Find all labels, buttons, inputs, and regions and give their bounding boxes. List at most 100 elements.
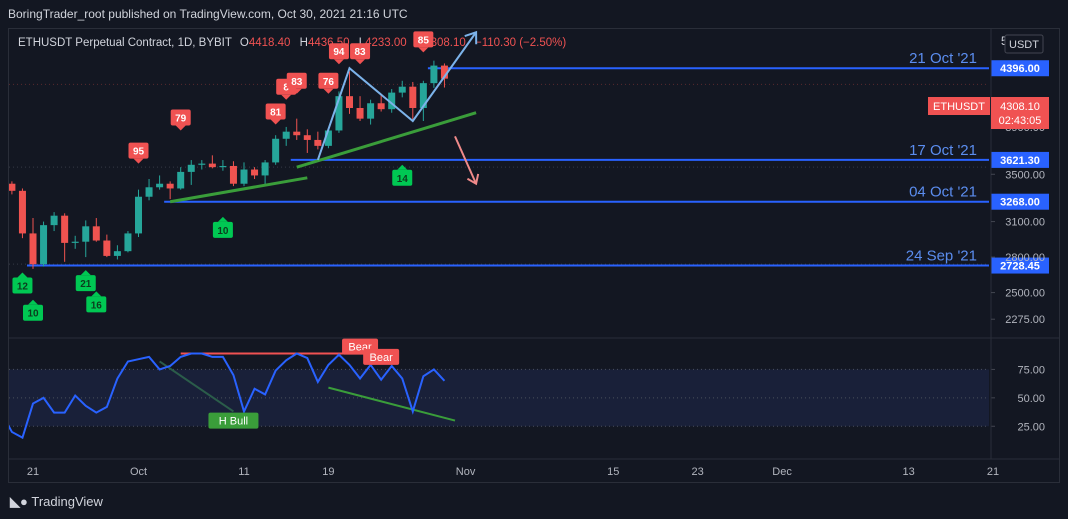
signal-marker-top-label: 85 — [418, 35, 430, 46]
candle — [219, 160, 227, 171]
candle-body — [356, 107, 364, 119]
candle — [398, 80, 406, 98]
time-tick-label: Nov — [456, 466, 476, 478]
signal-marker-top-pointer — [281, 94, 292, 100]
tradingview-brand: TradingView — [31, 494, 103, 509]
legend-change: −110.30 (−2.50%) — [475, 37, 566, 49]
signal-marker-top-label: 8 — [283, 83, 289, 94]
candle-body — [388, 92, 396, 110]
tradingview-mark-icon: ◣● — [10, 494, 28, 509]
candle — [356, 96, 364, 122]
candle — [124, 231, 132, 253]
candle — [419, 80, 427, 122]
candle-body — [135, 196, 142, 234]
candle-body — [124, 233, 132, 252]
signal-marker-bottom: 10 — [212, 216, 233, 238]
signal-marker-top: 85 — [413, 31, 434, 53]
level-price-tag-label: 2728.45 — [1000, 261, 1040, 273]
signal-marker-top-bg — [128, 142, 149, 159]
signal-marker-bottom-label: 16 — [91, 300, 103, 311]
projection-down-line — [454, 135, 478, 185]
signal-marker-bottom-bg — [212, 221, 233, 238]
level-price-tag-label: 3621.30 — [1000, 155, 1040, 167]
candle — [208, 155, 216, 169]
candle — [8, 181, 16, 195]
level-date-label: 04 Oct '21 — [909, 184, 977, 201]
candle-body — [40, 225, 48, 265]
symbol-tag-text: ETHUSDT — [933, 101, 985, 113]
tradingview-logo[interactable]: ◣● TradingView — [10, 494, 103, 510]
candle-body — [324, 130, 332, 146]
legend-open-label: O — [240, 37, 249, 49]
projection-arrow-head — [464, 30, 478, 45]
price-pane[interactable]: 21 Oct '21 4396.00 17 Oct '21 3621.30 04 Oct… — [8, 30, 1049, 321]
countdown: 02:43:05 — [999, 115, 1042, 127]
candle-body — [377, 103, 385, 110]
signal-marker-bottom-bg — [392, 169, 413, 186]
signal-marker-top: 76 — [318, 72, 339, 94]
candle-body — [261, 162, 269, 176]
rsi-signal-label-text: Bear — [370, 352, 394, 364]
price-tick-label: 2500.00 — [1005, 288, 1045, 300]
candle — [251, 167, 259, 179]
candle-body — [367, 103, 375, 119]
candle — [166, 181, 174, 200]
rsi-tick-label: 50.00 — [1017, 393, 1045, 405]
candle-body — [219, 165, 227, 168]
signal-marker-top-label: 79 — [175, 113, 187, 124]
signal-marker-top-bg — [413, 31, 434, 48]
candle — [198, 160, 206, 170]
trendline — [296, 111, 477, 169]
signal-marker-top-pointer — [291, 88, 302, 94]
candle — [156, 175, 164, 190]
signal-marker-top: 95 — [128, 142, 149, 164]
legend-symbol: ETHUSDT Perpetual Contract, 1D, BYBIT — [18, 37, 232, 49]
projection-zigzag — [316, 31, 477, 161]
time-tick-label: 15 — [607, 466, 619, 478]
signal-marker-bottom-pointer — [17, 272, 28, 278]
candle-body — [145, 187, 153, 197]
time-tick-label: 21 — [987, 466, 999, 478]
candle-body — [198, 163, 206, 165]
signal-marker-bottom-pointer — [397, 164, 408, 170]
candle-body — [166, 183, 174, 189]
candle-body — [177, 171, 185, 189]
signal-marker-top-bg — [170, 109, 191, 126]
currency-button[interactable]: USDT — [1004, 34, 1044, 54]
candle-body — [303, 135, 311, 140]
signal-marker-bottom-label: 12 — [17, 281, 29, 292]
currency-button-label: USDT — [1009, 39, 1039, 51]
signal-marker-top-label: 83 — [354, 47, 366, 58]
candle — [430, 60, 438, 88]
time-tick-label: 13 — [903, 466, 915, 478]
chart-frame[interactable]: ETHUSDT Perpetual Contract, 1D, BYBIT O4… — [0, 28, 1060, 483]
candle-body — [240, 169, 248, 184]
legend-high-label: H — [300, 37, 308, 49]
legend-low: 4233.00 — [365, 37, 407, 49]
signal-marker-bottom: 14 — [392, 164, 413, 186]
publish-header: BoringTrader_root published on TradingVi… — [0, 0, 1068, 30]
price-tick-label: 2275.00 — [1005, 314, 1045, 326]
signal-marker-bottom: 10 — [23, 299, 43, 321]
candle — [346, 71, 353, 114]
currency-button-frame — [1004, 34, 1044, 54]
candle — [18, 188, 26, 239]
rsi-tick-label: 25.00 — [1017, 421, 1045, 433]
signal-marker-top-bg — [318, 72, 339, 89]
candle — [61, 213, 69, 262]
candle-body — [272, 138, 280, 163]
time-tick-label: Dec — [772, 466, 792, 478]
candle — [303, 129, 311, 153]
price-tick-label: 3100.00 — [1005, 217, 1045, 229]
candle-body — [282, 131, 290, 139]
signal-marker-top-pointer — [175, 125, 186, 131]
chart-canvas[interactable]: ETHUSDT Perpetual Contract, 1D, BYBIT O4… — [0, 29, 1059, 482]
legend-ohlc: O4418.40 H4436.50 L4233.00 C4308.10 −110… — [240, 37, 566, 49]
signal-marker-bottom-label: 10 — [27, 309, 39, 320]
signal-marker-top: 83 — [286, 72, 307, 94]
signal-marker-bottom-bg — [23, 304, 43, 321]
time-tick-label: Oct — [130, 466, 147, 478]
signal-marker-top-bg — [286, 72, 307, 89]
legend-low-label: L — [359, 37, 366, 49]
